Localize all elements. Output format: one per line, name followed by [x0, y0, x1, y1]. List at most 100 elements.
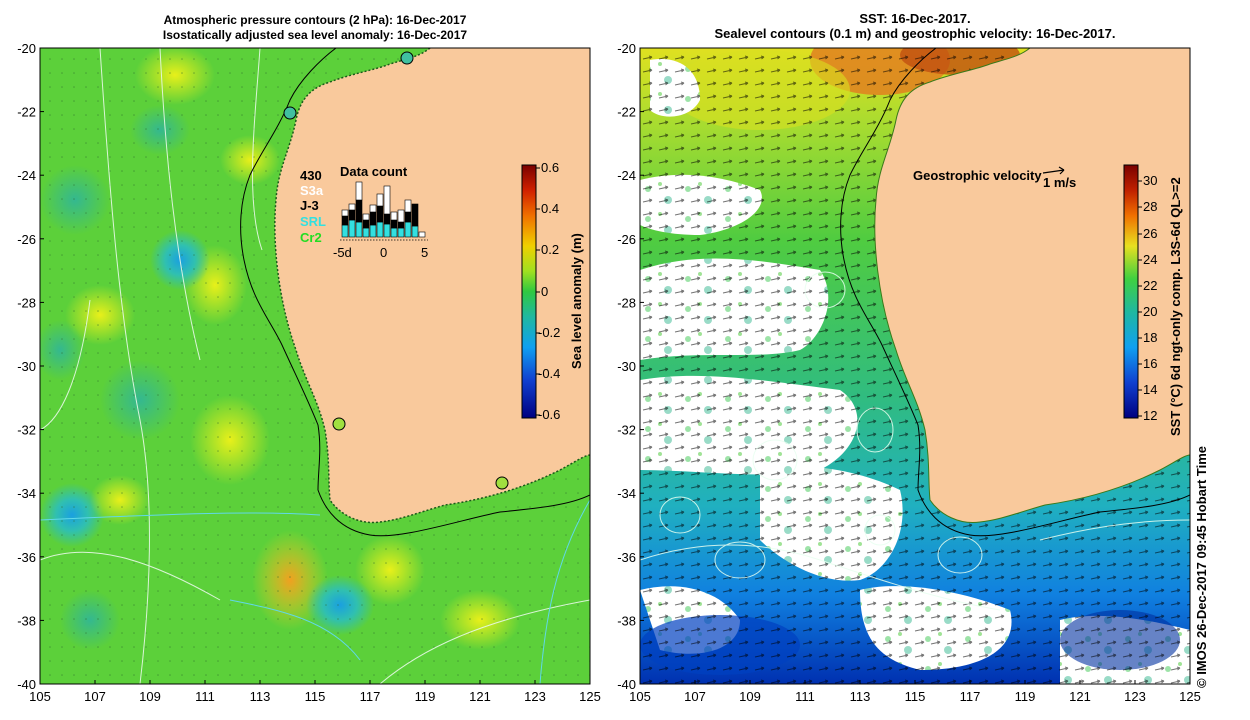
- right-lat-label: -36: [617, 550, 636, 565]
- left-lon-label: 105: [29, 689, 51, 704]
- tide-gauge-marker: [400, 51, 414, 65]
- land-australia-left: [274, 48, 590, 523]
- left-lat-label: -38: [17, 613, 36, 628]
- left-lat-label: -22: [17, 105, 36, 120]
- left-lon-label: 113: [250, 689, 271, 704]
- sla-tick-label: 0: [541, 284, 548, 299]
- inset-legend-j3: J-3: [300, 198, 319, 213]
- sst-tick-label: 22: [1143, 278, 1157, 293]
- inset-total: 430: [300, 168, 322, 183]
- left-map-title: Atmospheric pressure contours (2 hPa): 1…: [40, 13, 590, 43]
- data-count-inset: Data count 430 S3a J-3 SRL Cr2 -5d 0 5: [300, 164, 428, 260]
- right-lat-label: -40: [617, 677, 636, 692]
- left-lat-label: -40: [17, 677, 36, 692]
- left-title-line2: Isostatically adjusted sea level anomaly…: [162, 28, 468, 42]
- sla-colorbar-ticks: [536, 167, 540, 416]
- inset-xtick: -5d: [333, 245, 352, 260]
- sst-tick-label: 28: [1143, 199, 1157, 214]
- sst-tick-label: 12: [1143, 408, 1157, 423]
- right-title-line1: SST: 16-Dec-2017.: [859, 11, 971, 26]
- right-lon-label: 111: [795, 689, 815, 704]
- sla-tick-label: 0.2: [541, 242, 559, 257]
- right-lat-label: -26: [617, 232, 636, 247]
- sst-tick-label: 16: [1143, 356, 1157, 371]
- sst-tick-label: 20: [1143, 304, 1157, 319]
- right-lat-label: -28: [617, 295, 636, 310]
- velocity-legend-label: Geostrophic velocity: [913, 168, 1042, 183]
- left-lat-label: -30: [17, 359, 36, 374]
- right-lon-label: 115: [905, 689, 926, 704]
- right-lat-label: -34: [617, 486, 636, 501]
- left-title-line1: Atmospheric pressure contours (2 hPa): 1…: [163, 13, 467, 27]
- sla-tick-label: -0.6: [538, 407, 560, 422]
- left-lon-label: 123: [524, 689, 546, 704]
- right-map: [640, 48, 1190, 684]
- inset-legend-srl: SRL: [300, 214, 326, 229]
- sst-tick-label: 30: [1143, 173, 1157, 188]
- velocity-legend-scale: 1 m/s: [1043, 175, 1076, 190]
- left-lat-label: -24: [17, 168, 36, 183]
- sla-colorbar: 0.6 0.4 0.2 0 -0.2 -0.4 -0.6 Sea level a…: [521, 160, 584, 422]
- left-lat-label: -34: [17, 486, 36, 501]
- shelf-contour-right: [840, 48, 1190, 537]
- left-lat-label: -26: [17, 232, 36, 247]
- inset-xtick: 0: [380, 245, 387, 260]
- sst-tick-label: 18: [1143, 330, 1157, 345]
- sst-colorbar-ticks: [1138, 180, 1142, 417]
- left-map: [40, 48, 590, 684]
- left-lon-label: 125: [579, 689, 601, 704]
- sla-tick-label: -0.4: [538, 366, 560, 381]
- sst-tick-label: 14: [1143, 382, 1157, 397]
- right-map-title: SST: 16-Dec-2017. Sealevel contours (0.1…: [640, 11, 1190, 41]
- left-lon-label: 121: [469, 689, 491, 704]
- shelf-contour-left: [240, 48, 590, 537]
- right-title-line2: Sealevel contours (0.1 m) and geostrophi…: [714, 26, 1116, 41]
- sst-colorbar: 30 28 26 24 22 20 18 16 14 12 SST (°C) 6…: [1123, 164, 1183, 436]
- tide-gauge-marker: [283, 106, 297, 120]
- inset-title: Data count: [340, 164, 408, 179]
- right-lat-label: -22: [617, 105, 636, 120]
- left-lat-label: -36: [17, 550, 36, 565]
- right-lon-label: 117: [960, 689, 981, 704]
- right-lat-label: -20: [617, 41, 636, 56]
- left-lat-label: -32: [17, 423, 36, 438]
- inset-xtick: 5: [421, 245, 428, 260]
- coastline-right: [874, 48, 1190, 524]
- tide-gauge-marker: [495, 476, 509, 490]
- land-australia-right: [874, 48, 1190, 523]
- sst-colorbar-label: SST (°C) 6d ngt-only comp. L3S-6d QL>=2: [1168, 177, 1183, 436]
- pressure-contours-cyan: [40, 499, 590, 684]
- right-lon-label: 109: [739, 689, 761, 704]
- left-lat-label: -20: [17, 41, 36, 56]
- right-lat-label: -24: [617, 168, 636, 183]
- right-lon-label: 113: [850, 689, 871, 704]
- pressure-contours: [40, 48, 590, 684]
- right-lon-label: 121: [1069, 689, 1091, 704]
- right-lon-label: 119: [1015, 689, 1036, 704]
- sla-tick-label: -0.2: [538, 325, 560, 340]
- left-lon-label: 117: [360, 689, 381, 704]
- right-lon-label: 123: [1124, 689, 1146, 704]
- right-lon-label: 107: [684, 689, 706, 704]
- sst-tick-label: 26: [1143, 226, 1157, 241]
- right-lat-label: -38: [617, 613, 636, 628]
- left-lon-label: 109: [139, 689, 161, 704]
- inset-bars: [341, 181, 426, 238]
- inset-legend-cr2: Cr2: [300, 230, 322, 245]
- inset-legend-s3a: S3a: [300, 183, 324, 198]
- right-lon-label: 105: [629, 689, 651, 704]
- coastline-left: [274, 48, 590, 524]
- left-lat-label: -28: [17, 295, 36, 310]
- sla-tick-label: 0.6: [541, 160, 559, 175]
- sealevel-contours: [640, 271, 1190, 611]
- velocity-legend-arrow-icon: [1042, 166, 1065, 175]
- sla-tick-label: 0.4: [541, 201, 559, 216]
- left-lon-label: 107: [84, 689, 106, 704]
- left-lon-label: 119: [415, 689, 436, 704]
- right-lat-label: -32: [617, 423, 636, 438]
- sst-tick-label: 24: [1143, 252, 1157, 267]
- right-lon-label: 125: [1179, 689, 1201, 704]
- copyright-notice: © IMOS 26-Dec-2017 09:45 Hobart Time: [1194, 446, 1209, 688]
- left-lon-label: 111: [195, 689, 215, 704]
